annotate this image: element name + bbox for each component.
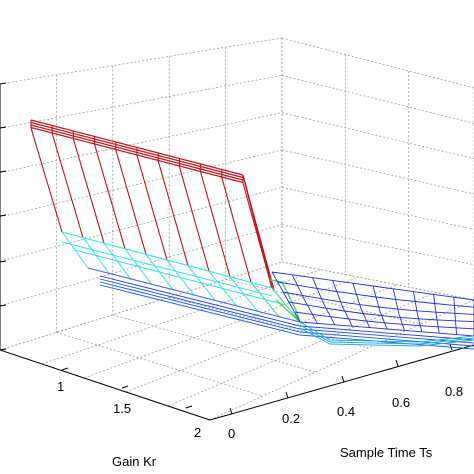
blue-front-edge — [99, 278, 474, 344]
red-top-edge — [30, 124, 244, 181]
grid-line-floor-2 — [56, 332, 263, 397]
grid-line-floor — [167, 292, 436, 407]
cyan-mesh-long — [87, 267, 301, 323]
y-tick — [395, 359, 399, 367]
z-tick — [0, 214, 7, 217]
grid-line-floor-2 — [281, 261, 474, 301]
grid-line-left-wall-h — [0, 149, 283, 218]
red-mesh-strip — [178, 158, 210, 272]
blue-mesh-u — [332, 280, 353, 327]
grid-line-left-wall-h — [0, 37, 283, 85]
red-mesh-strip — [115, 142, 147, 255]
x-tick-label: 2 — [194, 425, 201, 440]
grid-line-floor — [125, 284, 398, 393]
blue-mesh-u — [311, 277, 336, 326]
blue-mesh-v — [277, 281, 474, 308]
z-tick — [0, 170, 7, 173]
blue-mesh-v — [294, 311, 474, 330]
red-mesh-strip — [30, 120, 63, 233]
blue-mesh-v — [299, 321, 474, 337]
blue-mesh-v — [271, 271, 474, 301]
blue-front-curve — [299, 327, 474, 347]
cyan-mesh-long — [61, 241, 273, 297]
blue-mesh-u — [291, 274, 318, 324]
blue-front-edge — [99, 275, 474, 341]
z-tick — [0, 126, 7, 129]
blue-front-curve — [299, 324, 474, 345]
grid-line-left-wall-h — [0, 224, 283, 307]
green-transition — [269, 279, 302, 325]
y-tick-label: 0.6 — [392, 395, 410, 410]
grid-line-left-wall-h — [0, 186, 283, 262]
y-axis-label: Sample Time Ts — [340, 445, 433, 460]
grid-line-floor-2 — [225, 279, 422, 325]
red-mesh-strip — [51, 125, 84, 238]
red-top-edge — [30, 119, 244, 176]
blue-mesh-u — [271, 271, 301, 323]
axes — [0, 82, 474, 421]
red-surface-mesh — [30, 119, 275, 291]
grid-line-right-wall-h — [281, 149, 474, 195]
z-tick — [0, 304, 7, 307]
z-tick — [0, 348, 7, 351]
z-tick — [0, 260, 7, 263]
cyan-mesh-long — [61, 231, 273, 289]
red-top-edge — [30, 126, 244, 184]
x-tick — [185, 405, 193, 409]
x-axis-label: Gain Kr — [112, 454, 157, 469]
x-tick — [121, 385, 129, 389]
grid-lines — [0, 37, 474, 421]
blue-front-edge — [99, 281, 474, 347]
red-mesh-strip — [94, 136, 126, 249]
flat-blue-surface-mesh — [99, 271, 474, 350]
blue-mesh-v — [288, 301, 474, 323]
blue-mesh-v — [283, 291, 474, 315]
red-mesh-strip — [72, 131, 105, 244]
cyan-surface-mesh — [61, 231, 302, 325]
y-tick-label: 0.2 — [282, 411, 300, 426]
z-tick — [0, 82, 7, 85]
grid-line-left-wall-h — [0, 112, 283, 174]
y-tick-label: 0.8 — [445, 384, 463, 399]
blue-front-curve — [299, 321, 474, 343]
x-tick — [61, 367, 69, 371]
y-tick — [285, 391, 289, 399]
y-tick-label: 0 — [228, 426, 235, 441]
cyan-mesh-long — [74, 249, 287, 306]
grid-line-right-wall-h — [281, 186, 474, 230]
grid-line-floor — [41, 269, 321, 365]
y-tick — [229, 407, 233, 415]
red-mesh-strip — [157, 153, 189, 266]
blue-mesh-u — [453, 297, 458, 335]
grid-line-right-wall-h — [281, 37, 474, 89]
grid-line-right-wall-h — [281, 112, 474, 160]
grid-line-floor-2 — [112, 314, 316, 373]
grid-line-floor — [209, 299, 474, 421]
y-tick-label: 0.4 — [337, 404, 355, 419]
x-axis — [0, 349, 211, 421]
grid-line-floor — [0, 261, 283, 351]
red-top-edge — [30, 121, 244, 179]
red-right-edge-2 — [244, 182, 275, 291]
grid-line-floor — [83, 276, 359, 379]
x-tick-label: 1.5 — [113, 401, 131, 416]
red-mesh-strip — [136, 147, 168, 261]
blue-mesh-u — [433, 294, 440, 334]
tick-labels: 1 1.5 2 0 0.2 0.4 0.6 0.8 — [57, 379, 463, 441]
y-tick — [341, 375, 345, 383]
x-tick-label: 1 — [57, 379, 64, 394]
y-axis — [209, 344, 474, 421]
grid-line-right-wall-h — [281, 74, 474, 124]
grid-line-left-wall-h — [0, 74, 283, 129]
grid-line-right-wall-h — [281, 224, 474, 266]
